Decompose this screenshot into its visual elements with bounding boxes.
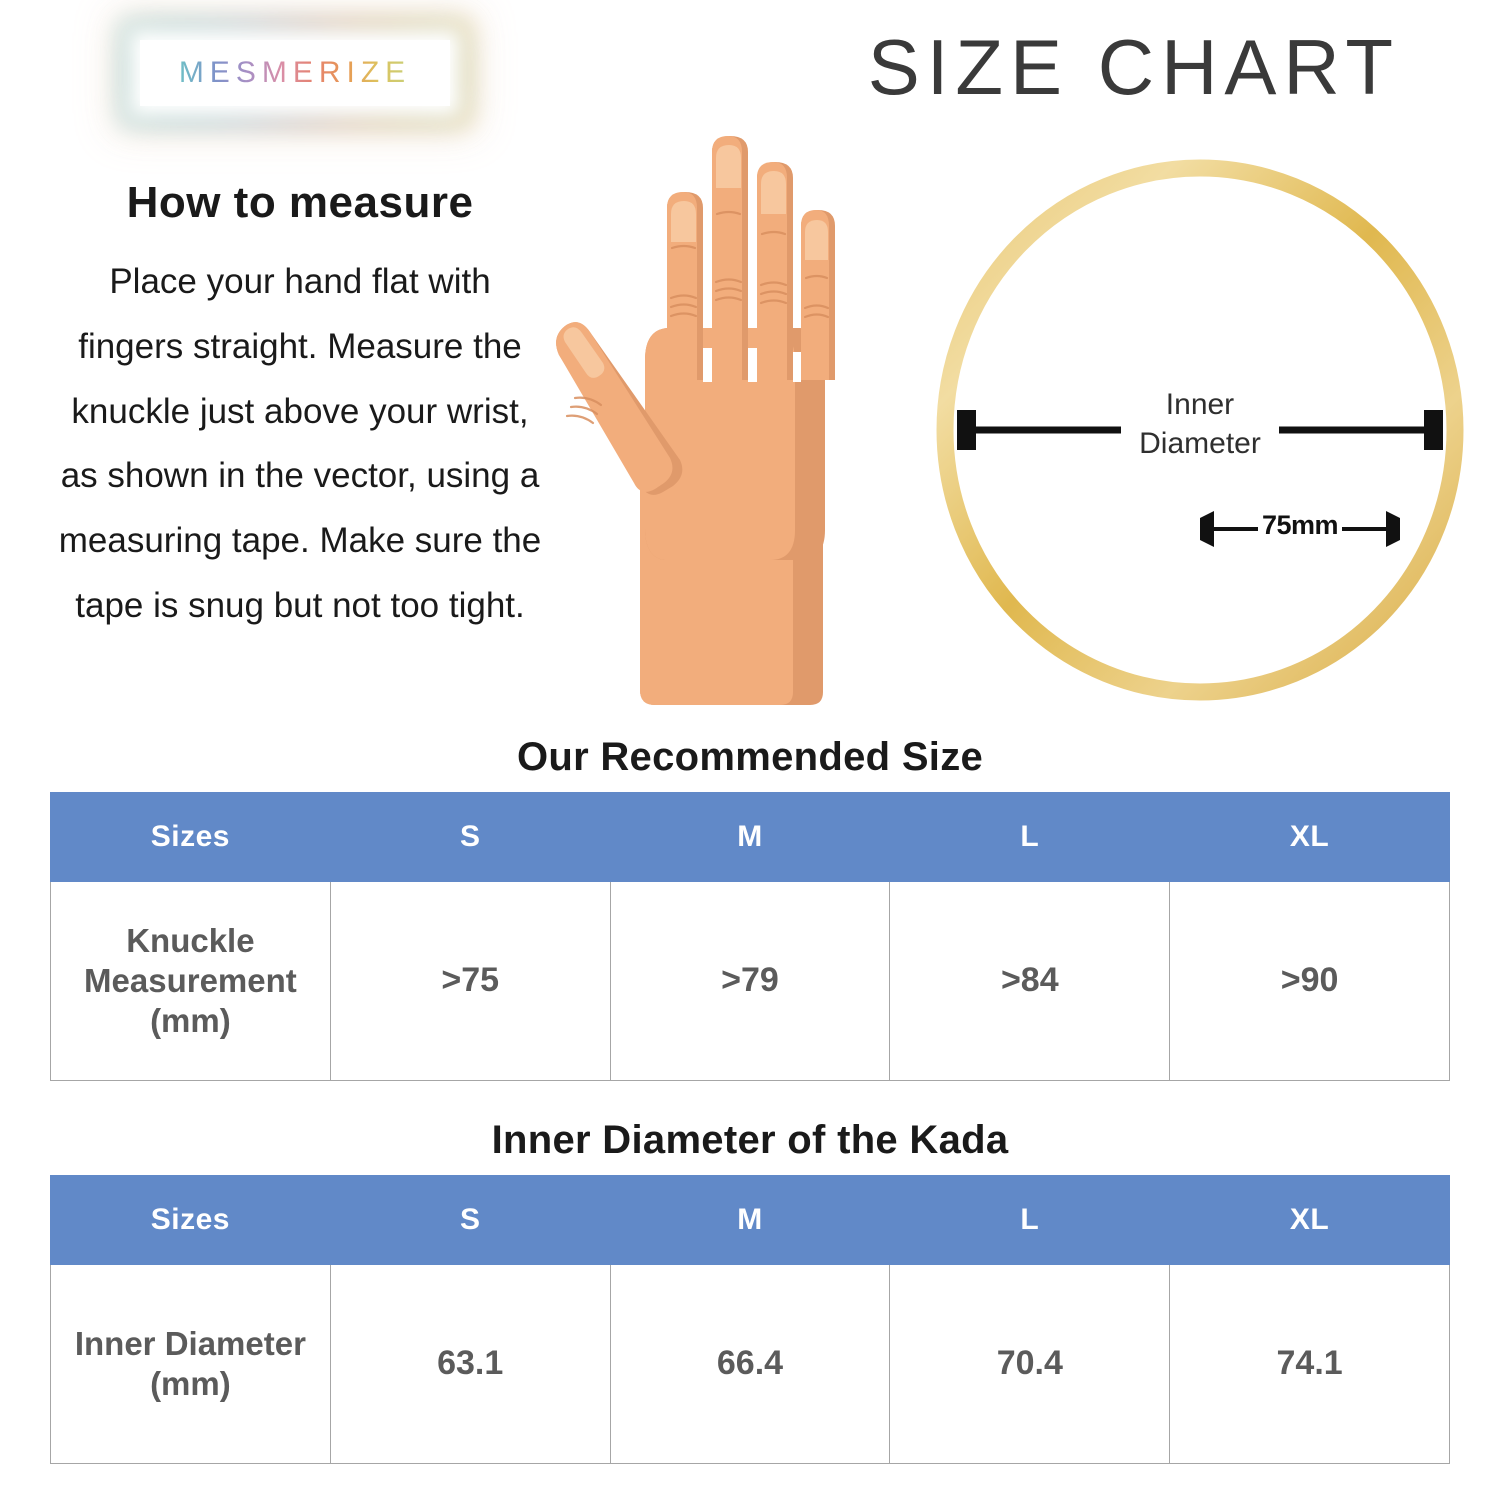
- table1-header-m: M: [609, 792, 891, 882]
- table1-cell-m: >79: [609, 881, 891, 1081]
- knuckle-measure-label: 75mm: [1261, 510, 1339, 540]
- inner-diameter-label-line1: Inner: [1165, 388, 1235, 421]
- knuckle-measure-arrow: [1200, 511, 1400, 547]
- hand-palm-icon: [556, 136, 835, 705]
- recommended-size-table: Sizes S M L XL Knuckle Measurement (mm) …: [50, 792, 1450, 1081]
- table-header-row: Sizes S M L XL: [50, 1175, 1450, 1265]
- table1-header-l: L: [889, 792, 1171, 882]
- how-to-measure-section: How to measure Place your hand flat with…: [55, 178, 545, 639]
- table2-row-label: Inner Diameter (mm): [50, 1264, 331, 1464]
- recommended-size-table-title: Our Recommended Size: [516, 735, 984, 779]
- table2-cell-m: 66.4: [609, 1264, 891, 1464]
- table2-header-m: M: [609, 1175, 891, 1265]
- table1-header-sizes: Sizes: [50, 792, 331, 882]
- table1-header-xl: XL: [1169, 792, 1450, 882]
- table2-cell-xl: 74.1: [1169, 1264, 1450, 1464]
- inner-diameter-table-title: Inner Diameter of the Kada: [491, 1118, 1009, 1162]
- table1-header-s: S: [329, 792, 611, 882]
- table2-header-l: L: [889, 1175, 1171, 1265]
- brand-logo: MESMERIZE: [140, 40, 450, 106]
- table-row: Inner Diameter (mm) 63.1 66.4 70.4 74.1: [50, 1264, 1450, 1464]
- table2-cell-l: 70.4: [889, 1264, 1171, 1464]
- table2-cell-s: 63.1: [329, 1264, 611, 1464]
- page-header: MESMERIZE SIZE CHART: [0, 0, 1500, 150]
- how-to-measure-heading: How to measure: [126, 178, 474, 227]
- brand-logo-text: MESMERIZE: [178, 56, 412, 89]
- page-title: SIZE CHART: [867, 23, 1400, 111]
- table1-cell-s: >75: [329, 881, 611, 1081]
- table2-header-sizes: Sizes: [50, 1175, 331, 1265]
- table2-header-s: S: [329, 1175, 611, 1265]
- inner-diameter-label: Inner Diameter: [1090, 385, 1310, 463]
- kada-bangle-ring-icon: [936, 159, 1464, 701]
- table2-header-xl: XL: [1169, 1175, 1450, 1265]
- table1-row-label: Knuckle Measurement (mm): [50, 881, 331, 1081]
- table-header-row: Sizes S M L XL: [50, 792, 1450, 882]
- table-row: Knuckle Measurement (mm) >75 >79 >84 >90: [50, 881, 1450, 1081]
- table1-cell-l: >84: [889, 881, 1171, 1081]
- kada-ring-diagram: [935, 158, 1465, 703]
- table1-cell-xl: >90: [1169, 881, 1450, 1081]
- inner-diameter-arrow: [957, 410, 1443, 450]
- inner-diameter-table: Sizes S M L XL Inner Diameter (mm) 63.1 …: [50, 1175, 1450, 1464]
- inner-diameter-label-line2: Diameter: [1139, 427, 1261, 460]
- hand-diagram: 75mm: [545, 130, 1400, 710]
- how-to-measure-body: Place your hand flat with fingers straig…: [58, 262, 542, 625]
